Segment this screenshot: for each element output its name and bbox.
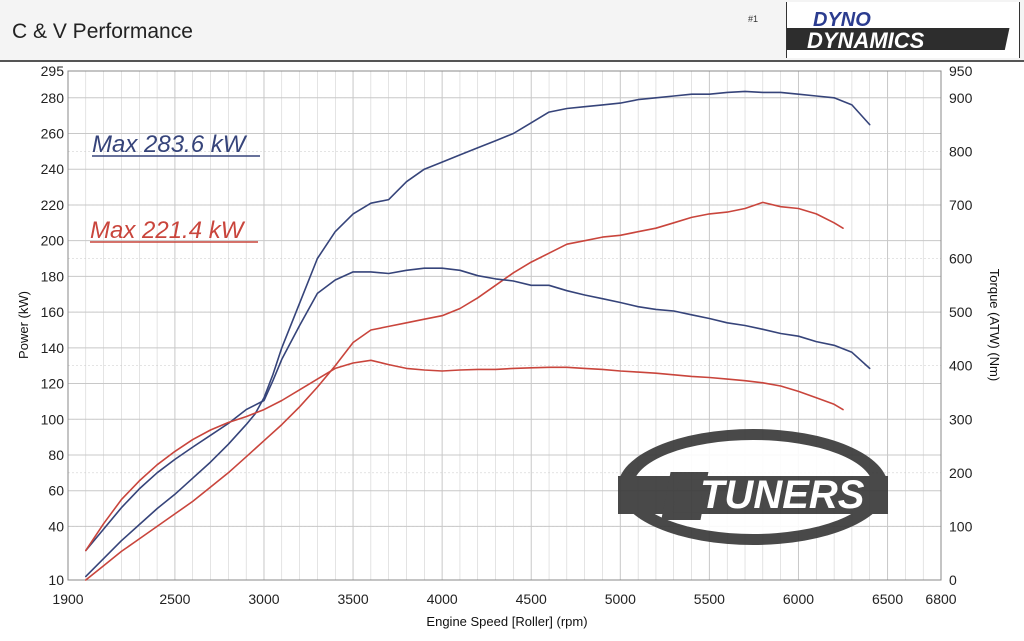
y-left-tick-label: 120 — [41, 376, 65, 392]
tick-labels: 1900 2500 3000 3500 4000 4500 5000 5500 6000 6500… — [41, 63, 973, 607]
x-tick-label: 6000 — [783, 591, 814, 607]
report-header: C & V Performance #1 DYNO DYNAMICS — [0, 0, 1024, 62]
y-left-tick-label: 160 — [41, 304, 65, 320]
x-axis-title: Engine Speed [Roller] (rpm) — [426, 614, 587, 629]
y-right-tick-label: 800 — [949, 143, 973, 159]
y-right-tick-label: 600 — [949, 251, 973, 267]
series-torque-stock — [85, 359, 844, 552]
series-power-stock — [85, 201, 844, 581]
logo-swoosh — [778, 28, 1010, 50]
series-power-modified — [85, 90, 871, 578]
logo-graphic: DYNO DYNAMICS — [778, 9, 1010, 53]
y-left-tick-label: 240 — [41, 161, 65, 177]
series-torque-modified — [85, 267, 871, 552]
logo-top-text: DYNO — [813, 9, 871, 31]
watermark-initial: E — [660, 457, 709, 535]
max-power-modified-label: Max 283.6 kW — [92, 131, 248, 158]
y-left-tick-label: 100 — [41, 411, 65, 427]
y-left-tick-label: 140 — [41, 340, 65, 356]
y-left-tick-label: 10 — [48, 572, 64, 588]
x-tick-label: 4500 — [516, 591, 547, 607]
x-tick-label: 4000 — [427, 591, 458, 607]
y-right-tick-label: 200 — [949, 465, 973, 481]
plot-frame — [67, 70, 942, 581]
y-left-axis-title: Power (kW) — [16, 291, 31, 359]
y-right-axis-title: Torque (ATW) (Nm) — [987, 269, 1002, 381]
y-right-tick-label: 500 — [949, 304, 973, 320]
y-right-tick-label: 300 — [949, 411, 973, 427]
y-right-tick-label: 400 — [949, 358, 973, 374]
watermark-band — [618, 476, 888, 514]
max-power-stock-label: Max 221.4 kW — [90, 217, 246, 244]
company-name: C & V Performance — [12, 20, 193, 43]
y-left-tick-label: 80 — [48, 447, 64, 463]
y-right-tick-label: 950 — [949, 63, 973, 79]
watermark-text: TUNERS — [700, 473, 865, 517]
y-right-tick-label: 900 — [949, 90, 973, 106]
x-tick-label: 3500 — [337, 591, 368, 607]
y-left-tick-label: 40 — [48, 518, 64, 534]
y-left-tick-label: 60 — [48, 483, 64, 499]
tuners-watermark: TUNERS E — [618, 429, 888, 545]
y-right-tick-label: 0 — [949, 572, 957, 588]
x-tick-label: 1900 — [52, 591, 83, 607]
y-right-tick-label: 100 — [949, 518, 973, 534]
x-tick-label: 6800 — [925, 591, 956, 607]
dyno-dynamics-logo: DYNO DYNAMICS — [778, 2, 1020, 58]
y-left-tick-label: 260 — [41, 126, 65, 142]
x-tick-label: 5500 — [694, 591, 725, 607]
y-left-tick-label: 200 — [41, 233, 65, 249]
y-left-tick-label: 220 — [41, 197, 65, 213]
run-number: #1 — [748, 14, 759, 24]
y-right-tick-label: 700 — [949, 197, 973, 213]
y-left-tick-label: 280 — [41, 90, 65, 106]
x-tick-label: 5000 — [605, 591, 636, 607]
y-left-tick-label: 295 — [41, 63, 65, 79]
series-lines — [85, 90, 871, 581]
logo-bottom-text: DYNAMICS — [807, 28, 925, 53]
x-tick-label: 6500 — [872, 591, 903, 607]
y-left-tick-label: 180 — [41, 268, 65, 284]
x-tick-label: 3000 — [248, 591, 279, 607]
x-tick-label: 2500 — [159, 591, 190, 607]
